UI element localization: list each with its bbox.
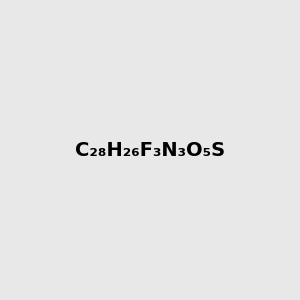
Text: C₂₈H₂₆F₃N₃O₅S: C₂₈H₂₆F₃N₃O₅S <box>75 140 225 160</box>
